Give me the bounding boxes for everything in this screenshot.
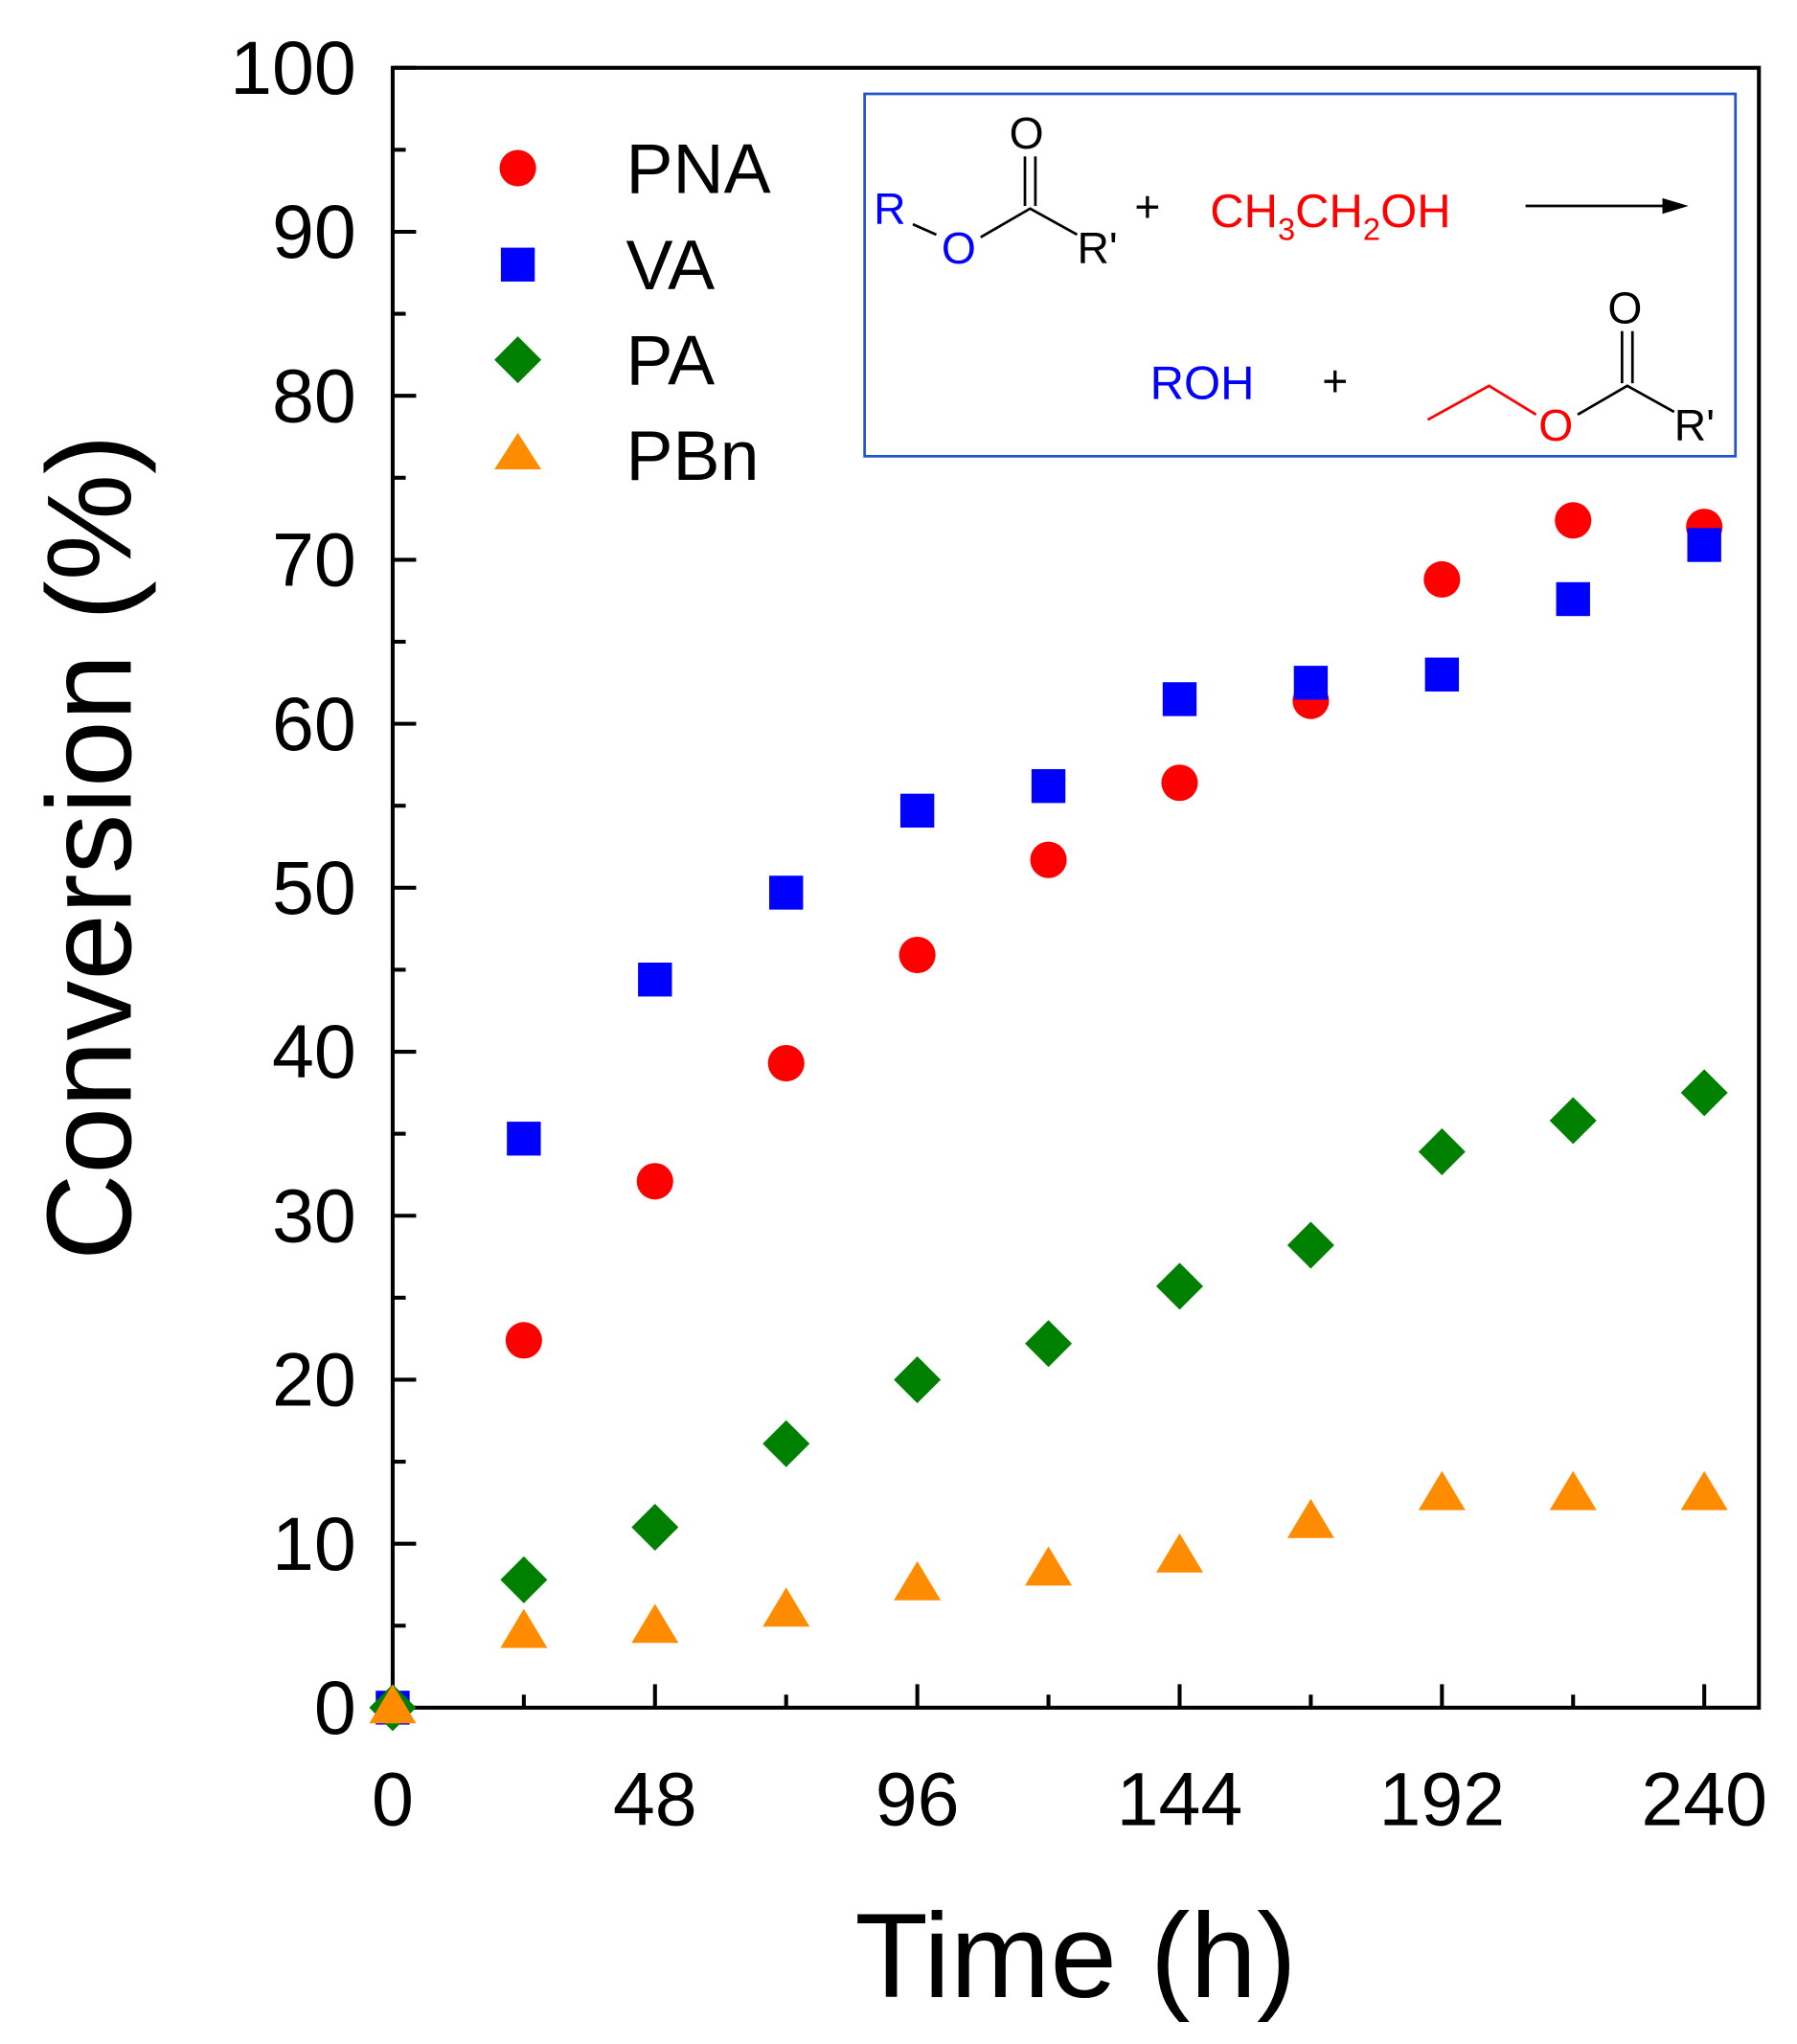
y-tick-label: 60 — [272, 682, 356, 766]
point-pa — [1025, 1320, 1073, 1368]
x-tick-label: 240 — [1641, 1757, 1767, 1841]
point-pbn — [1680, 1470, 1728, 1510]
point-pbn — [762, 1587, 810, 1627]
scheme-o: O — [942, 223, 976, 273]
point-pa — [1155, 1262, 1203, 1310]
point-pbn — [631, 1603, 679, 1644]
point-pbn — [1418, 1470, 1466, 1510]
point-pbn — [1286, 1498, 1334, 1538]
point-pbn — [1155, 1533, 1203, 1573]
legend-marker-va — [500, 247, 535, 282]
inset-box — [863, 92, 1738, 458]
x-axis-label: Time (h) — [854, 1889, 1296, 2023]
scheme-r2: R' — [1077, 223, 1117, 273]
point-pa — [1680, 1069, 1728, 1117]
point-pna — [1030, 841, 1067, 878]
y-tick-label: 40 — [272, 1010, 356, 1094]
point-pbn — [1025, 1546, 1073, 1586]
y-tick-label: 50 — [272, 846, 356, 930]
legend-marker-pbn — [494, 432, 542, 469]
x-tick-label: 192 — [1378, 1757, 1505, 1841]
scheme-product-bonds — [1577, 384, 1675, 416]
scheme-product-carbonyl-o: O — [1607, 284, 1642, 333]
legend-label-pa: PA — [626, 320, 716, 399]
point-pbn — [369, 1684, 417, 1724]
x-tick-label: 96 — [876, 1757, 960, 1841]
point-pna — [767, 1044, 805, 1082]
y-tick-label: 80 — [272, 353, 356, 438]
scheme-ethanol: CH3CH2OH — [1210, 186, 1450, 247]
x-tick-label: 48 — [613, 1757, 697, 1841]
point-pna — [505, 1322, 542, 1359]
legend-marker-pna — [499, 149, 536, 187]
y-tick-label: 70 — [272, 518, 356, 602]
legend-label-pbn: PBn — [626, 416, 760, 495]
legend-label-pna: PNA — [626, 128, 771, 208]
point-pna — [1423, 560, 1461, 598]
point-va — [769, 875, 804, 910]
legend-marker-pa — [494, 336, 542, 384]
point-pbn — [894, 1560, 942, 1601]
scheme-product-r2: R' — [1674, 400, 1715, 450]
scheme-roh: ROH — [1150, 357, 1255, 409]
point-va — [1687, 528, 1721, 562]
point-pa — [762, 1419, 810, 1467]
point-pa — [1549, 1097, 1597, 1145]
scheme-bonds — [980, 207, 1079, 238]
x-tick-label: 144 — [1117, 1757, 1243, 1841]
legend: PNA VA PA PBn — [494, 128, 771, 495]
y-tick-label: 20 — [272, 1338, 356, 1422]
point-pna — [636, 1163, 673, 1200]
reaction-scheme-inset: R O O R' + CH3CH2OH ROH + O O R' — [863, 92, 1738, 458]
scheme-product-plus: + — [1322, 356, 1348, 406]
scheme-plus: + — [1134, 181, 1160, 231]
scheme-product-o: O — [1538, 400, 1573, 450]
point-pbn — [500, 1608, 548, 1648]
y-tick-label: 30 — [272, 1173, 356, 1258]
point-pna — [1161, 764, 1198, 802]
scheme-ethyl-bonds — [1426, 384, 1537, 421]
arrow-head — [1662, 197, 1689, 215]
y-axis-label: Conversion (%) — [22, 434, 156, 1260]
point-va — [1556, 581, 1590, 617]
point-va — [507, 1122, 541, 1156]
scheme-bond — [912, 222, 938, 237]
x-tick-label: 0 — [372, 1757, 414, 1841]
point-va — [638, 963, 672, 997]
point-pa — [631, 1504, 679, 1552]
point-va — [1293, 666, 1329, 700]
scheme-r: R — [874, 184, 905, 234]
point-pna — [1555, 502, 1592, 539]
y-tick-label: 0 — [314, 1666, 356, 1750]
point-pa — [1418, 1127, 1466, 1175]
point-va — [1424, 657, 1460, 692]
point-va — [1031, 768, 1066, 804]
point-pbn — [1549, 1470, 1597, 1510]
legend-label-va: VA — [626, 225, 716, 305]
point-pa — [500, 1556, 548, 1603]
point-va — [899, 793, 935, 829]
y-tick-label: 90 — [272, 190, 356, 274]
point-pa — [1286, 1221, 1334, 1269]
y-tick-label: 100 — [230, 26, 356, 110]
point-pna — [898, 936, 936, 974]
point-pa — [894, 1355, 942, 1403]
scheme-carbonyl-o: O — [1010, 108, 1044, 158]
point-va — [1162, 682, 1197, 716]
y-tick-label: 10 — [272, 1502, 356, 1586]
